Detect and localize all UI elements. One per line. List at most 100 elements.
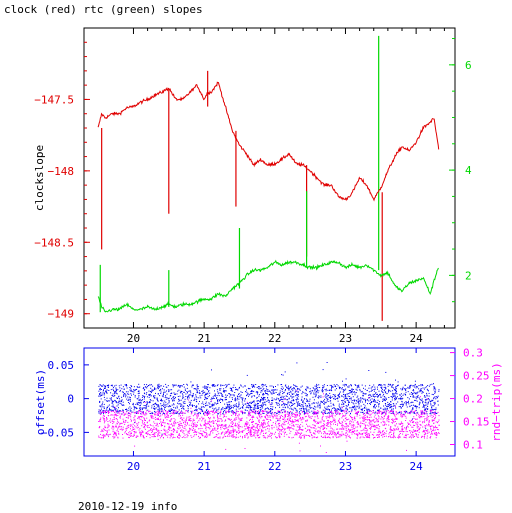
scatter-point bbox=[113, 407, 114, 408]
scatter-point bbox=[350, 437, 351, 438]
scatter-point bbox=[399, 434, 400, 435]
scatter-point bbox=[406, 435, 407, 436]
scatter-point bbox=[380, 419, 381, 420]
scatter-point bbox=[264, 413, 265, 414]
scatter-point bbox=[116, 402, 117, 403]
scatter-point bbox=[264, 397, 265, 398]
scatter-point bbox=[245, 435, 246, 436]
scatter-point bbox=[301, 436, 302, 437]
scatter-point bbox=[282, 427, 283, 428]
scatter-point bbox=[163, 403, 164, 404]
scatter-point bbox=[133, 403, 134, 404]
scatter-point bbox=[163, 412, 164, 413]
scatter-point bbox=[268, 391, 269, 392]
scatter-point bbox=[424, 409, 425, 410]
scatter-point bbox=[109, 405, 110, 406]
scatter-point bbox=[350, 413, 351, 414]
scatter-point bbox=[408, 403, 409, 404]
scatter-point bbox=[148, 430, 149, 431]
scatter-point bbox=[378, 415, 379, 416]
scatter-point bbox=[224, 415, 225, 416]
scatter-point bbox=[400, 388, 401, 389]
scatter-point bbox=[170, 413, 171, 414]
scatter-point bbox=[147, 396, 148, 397]
scatter-point bbox=[208, 390, 209, 391]
scatter-point bbox=[252, 387, 253, 388]
scatter-point bbox=[158, 439, 159, 440]
scatter-point bbox=[266, 426, 267, 427]
scatter-point bbox=[209, 413, 210, 414]
scatter-point bbox=[353, 428, 354, 429]
scatter-point bbox=[295, 421, 296, 422]
scatter-point bbox=[430, 437, 431, 438]
scatter-point bbox=[124, 389, 125, 390]
scatter-point bbox=[271, 435, 272, 436]
scatter-point bbox=[384, 387, 385, 388]
scatter-point bbox=[111, 385, 112, 386]
scatter-point bbox=[274, 434, 275, 435]
scatter-point bbox=[257, 412, 258, 413]
scatter-point bbox=[345, 418, 346, 419]
scatter-point bbox=[162, 405, 163, 406]
scatter-point bbox=[290, 411, 291, 412]
scatter-point bbox=[273, 414, 274, 415]
scatter-point bbox=[430, 401, 431, 402]
scatter-point bbox=[248, 404, 249, 405]
scatter-point bbox=[177, 403, 178, 404]
scatter-point bbox=[257, 424, 258, 425]
scatter-point bbox=[234, 418, 235, 419]
scatter-point bbox=[325, 396, 326, 397]
scatter-point bbox=[319, 422, 320, 423]
scatter-point bbox=[302, 426, 303, 427]
scatter-point bbox=[421, 393, 422, 394]
scatter-point bbox=[343, 429, 344, 430]
scatter-point bbox=[277, 415, 278, 416]
scatter-point bbox=[293, 425, 294, 426]
scatter-point bbox=[388, 421, 389, 422]
scatter-point bbox=[313, 412, 314, 413]
scatter-point bbox=[308, 411, 309, 412]
scatter-point bbox=[269, 415, 270, 416]
scatter-point bbox=[236, 425, 237, 426]
scatter-point bbox=[435, 409, 436, 410]
scatter-point bbox=[185, 422, 186, 423]
scatter-point bbox=[289, 398, 290, 399]
scatter-point bbox=[257, 403, 258, 404]
scatter-point bbox=[277, 389, 278, 390]
scatter-point bbox=[178, 396, 179, 397]
scatter-point bbox=[268, 417, 269, 418]
scatter-point bbox=[117, 421, 118, 422]
scatter-point bbox=[204, 431, 205, 432]
scatter-point bbox=[424, 431, 425, 432]
scatter-point bbox=[394, 405, 395, 406]
scatter-point bbox=[318, 411, 319, 412]
scatter-point bbox=[425, 428, 426, 429]
scatter-point bbox=[315, 412, 316, 413]
scatter-point bbox=[391, 396, 392, 397]
scatter-point bbox=[263, 404, 264, 405]
scatter-point bbox=[175, 422, 176, 423]
scatter-point bbox=[119, 413, 120, 414]
scatter-point bbox=[358, 423, 359, 424]
scatter-point bbox=[154, 397, 155, 398]
scatter-point bbox=[356, 392, 357, 393]
scatter-point bbox=[347, 406, 348, 407]
scatter-point bbox=[410, 425, 411, 426]
scatter-point bbox=[273, 392, 274, 393]
scatter-point bbox=[283, 407, 284, 408]
scatter-point bbox=[379, 391, 380, 392]
scatter-point bbox=[264, 422, 265, 423]
scatter-point bbox=[267, 412, 268, 413]
scatter-point bbox=[121, 429, 122, 430]
scatter-point bbox=[345, 396, 346, 397]
scatter-point bbox=[309, 426, 310, 427]
scatter-point bbox=[216, 434, 217, 435]
scatter-point bbox=[143, 417, 144, 418]
scatter-point bbox=[410, 413, 411, 414]
scatter-point bbox=[422, 407, 423, 408]
scatter-point bbox=[263, 433, 264, 434]
scatter-point bbox=[255, 423, 256, 424]
scatter-point bbox=[379, 409, 380, 410]
scatter-point bbox=[213, 410, 214, 411]
scatter-point bbox=[297, 426, 298, 427]
